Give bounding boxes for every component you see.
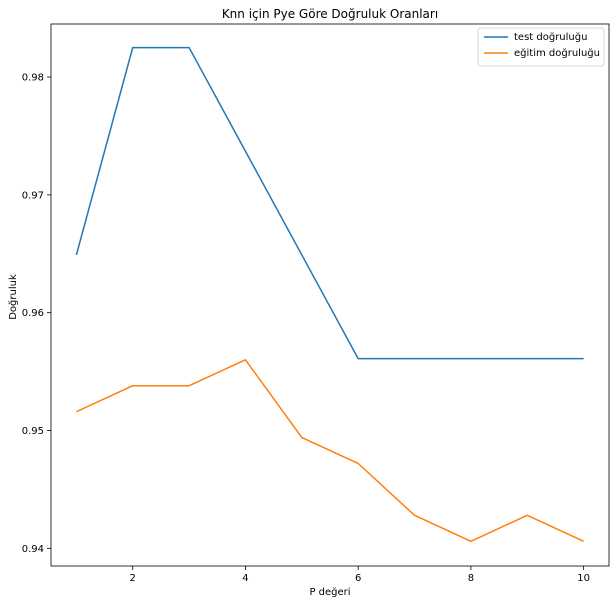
legend-label-test: test doğruluğu <box>514 31 587 43</box>
series-layer <box>75 46 584 543</box>
plot-area: 2 4 6 8 10 0.94 0.95 0.96 0.97 0.98 <box>22 23 610 584</box>
series-line-test <box>75 46 584 360</box>
y-tick-label: 0.95 <box>22 426 44 437</box>
x-axis-label: P değeri <box>309 586 350 598</box>
x-tick-label: 10 <box>577 573 590 584</box>
x-tick-label: 6 <box>355 573 361 584</box>
legend: test doğruluğu eğitim doğruluğu <box>477 27 605 67</box>
chart-title: Knn için Pye Göre Doğruluk Oranları <box>222 7 438 21</box>
series-line-egitim <box>76 359 584 543</box>
legend-box <box>477 27 605 67</box>
legend-label-egitim: eğitim doğruluğu <box>514 47 600 59</box>
y-tick-label: 0.98 <box>22 73 44 84</box>
y-tick-label: 0.96 <box>22 308 44 319</box>
y-axis: 0.94 0.95 0.96 0.97 0.98 <box>22 73 51 555</box>
x-tick-label: 4 <box>242 573 248 584</box>
y-tick-label: 0.97 <box>22 190 44 201</box>
x-tick-label: 8 <box>468 573 474 584</box>
y-axis-label: Doğruluk <box>7 274 19 320</box>
x-axis: 2 4 6 8 10 <box>130 566 590 584</box>
plot-frame <box>50 23 610 567</box>
y-tick-label: 0.94 <box>22 544 44 555</box>
x-tick-label: 2 <box>130 573 136 584</box>
